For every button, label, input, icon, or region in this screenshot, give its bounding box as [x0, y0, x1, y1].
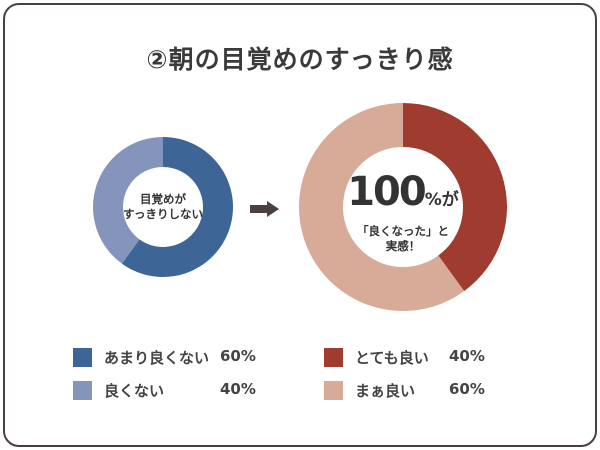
legend-value-before-2: 40%	[220, 380, 256, 398]
donut-after-center-label: 100%が 「良くなった」と 実感！	[338, 172, 468, 254]
legend-value-after-2: 60%	[449, 380, 485, 398]
donut-after-big-suffix: %が	[424, 190, 459, 210]
legend-label: あまり良くない	[104, 348, 210, 367]
donut-before-center-line-1: 目覚めが	[140, 192, 186, 206]
donut-after-big-number: 100	[347, 169, 426, 215]
donut-slice-2	[299, 103, 465, 311]
donut-chart-after	[299, 103, 507, 311]
legend-swatch	[324, 347, 343, 367]
legend-label: まぁ良い	[355, 381, 416, 400]
legend-item-before-2: 良くない	[73, 380, 164, 400]
legend-swatch	[73, 380, 92, 400]
legend-label: 良くない	[104, 381, 165, 400]
legend-item-after-1: とても良い	[324, 347, 429, 367]
donut-chart-before	[93, 137, 233, 277]
donut-slice-2	[93, 137, 163, 264]
donut-before-center-label: 目覚めが すっきりしない	[113, 192, 213, 222]
legend-label: とても良い	[355, 348, 429, 367]
donut-after-big-value: 100%が	[338, 172, 468, 220]
legend-value-after-1: 40%	[449, 347, 485, 365]
donut-before-center-line-2: すっきりしない	[122, 207, 204, 221]
legend-swatch	[73, 347, 92, 367]
legend-value-before-1: 60%	[220, 347, 256, 365]
legend-item-before-1: あまり良くない	[73, 347, 209, 367]
legend-swatch	[324, 380, 343, 400]
donut-slice-1	[403, 103, 507, 292]
right-arrow-icon	[250, 201, 279, 217]
donut-after-center-line-2: 実感！	[385, 239, 421, 253]
chart-title: ②朝の目覚めのすっきり感	[146, 45, 454, 74]
donut-slice-1	[121, 137, 233, 277]
legend-item-after-2: まぁ良い	[324, 380, 415, 400]
donut-after-center-line-1: 「良くなった」と	[357, 224, 449, 238]
